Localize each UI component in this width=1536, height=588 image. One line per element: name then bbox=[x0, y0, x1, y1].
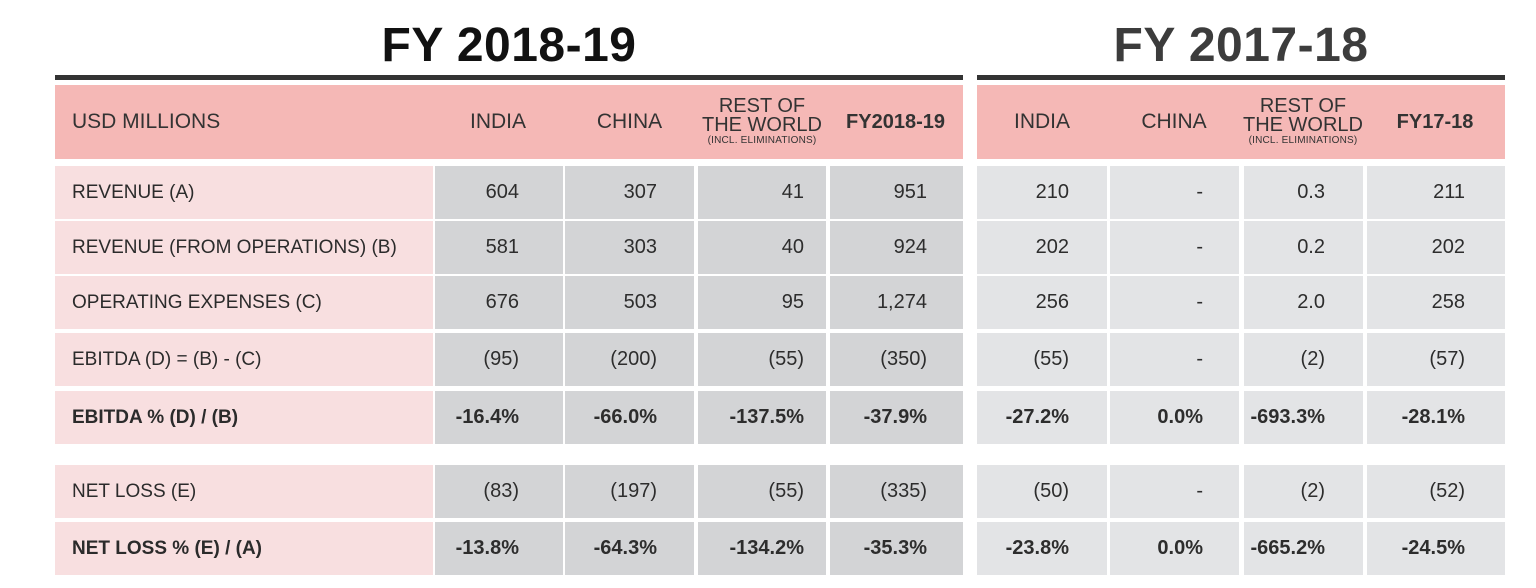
fy2017-18-rule bbox=[977, 75, 1505, 80]
fy17-18-value-cell: - bbox=[1110, 465, 1239, 518]
header-rest-of-world-18-19: REST OF THE WORLD (INCL. ELIMINATIONS) bbox=[696, 85, 828, 159]
row-label: REVENUE (A) bbox=[55, 166, 433, 219]
fy17-18-value-cell: 2.0 bbox=[1244, 276, 1363, 329]
fy18-19-value-cell: (55) bbox=[698, 333, 826, 386]
fy2018-19-rule bbox=[55, 75, 963, 80]
fy18-19-value-cell: 503 bbox=[565, 276, 694, 329]
fy17-18-value-cell: -28.1% bbox=[1367, 391, 1505, 444]
fy17-18-value-cell: 0.0% bbox=[1110, 391, 1239, 444]
fy18-19-value-cell: 924 bbox=[830, 221, 963, 274]
fy17-18-value-cell: -665.2% bbox=[1244, 522, 1363, 575]
header-row-line1: REST OF bbox=[718, 95, 806, 117]
fy17-18-value-cell: 202 bbox=[1367, 221, 1505, 274]
fy17-18-value-cell: 0.2 bbox=[1244, 221, 1363, 274]
fy17-18-value-cell: 210 bbox=[977, 166, 1107, 219]
row-label: NET LOSS (E) bbox=[55, 465, 433, 518]
fy18-19-value-cell: 951 bbox=[830, 166, 963, 219]
row-label: REVENUE (FROM OPERATIONS) (B) bbox=[55, 221, 433, 274]
header-rest-of-world-17-18: REST OF THE WORLD (INCL. ELIMINATIONS) bbox=[1241, 85, 1365, 159]
fy17-18-value-cell: 0.0% bbox=[1110, 522, 1239, 575]
fy17-18-value-cell: 0.3 bbox=[1244, 166, 1363, 219]
row-label: NET LOSS % (E) / (A) bbox=[55, 522, 433, 575]
header-total-18-19: FY2018-19 bbox=[828, 85, 963, 159]
fy18-19-value-cell: (95) bbox=[435, 333, 563, 386]
header-row-line2: THE WORLD bbox=[702, 114, 822, 136]
fy18-19-value-cell: -13.8% bbox=[435, 522, 563, 575]
fy17-18-value-cell: (52) bbox=[1367, 465, 1505, 518]
fy18-19-value-cell: (197) bbox=[565, 465, 694, 518]
fy18-19-value-cell: -64.3% bbox=[565, 522, 694, 575]
fy18-19-value-cell: 1,274 bbox=[830, 276, 963, 329]
fy18-19-value-cell: 604 bbox=[435, 166, 563, 219]
fy17-18-value-cell: -27.2% bbox=[977, 391, 1107, 444]
fy17-18-value-cell: (2) bbox=[1244, 465, 1363, 518]
fy17-18-value-cell: - bbox=[1110, 221, 1239, 274]
fy17-18-value-cell: - bbox=[1110, 276, 1239, 329]
fy18-19-value-cell: 40 bbox=[698, 221, 826, 274]
fy17-18-value-cell: 256 bbox=[977, 276, 1107, 329]
header-total-17-18: FY17-18 bbox=[1365, 85, 1505, 159]
fy2017-18-title: FY 2017-18 bbox=[1113, 19, 1369, 72]
fy17-18-value-cell: (2) bbox=[1244, 333, 1363, 386]
fy17-18-value-cell: -23.8% bbox=[977, 522, 1107, 575]
fy18-19-value-cell: (335) bbox=[830, 465, 963, 518]
fy18-19-value-cell: -137.5% bbox=[698, 391, 826, 444]
header-india-18-19: INDIA bbox=[433, 85, 563, 159]
fy18-19-value-cell: (83) bbox=[435, 465, 563, 518]
fy17-18-value-cell: (55) bbox=[977, 333, 1107, 386]
fy17-18-value-cell: 211 bbox=[1367, 166, 1505, 219]
fy17-18-value-cell: -24.5% bbox=[1367, 522, 1505, 575]
fy18-19-value-cell: -134.2% bbox=[698, 522, 826, 575]
fy2018-19-title: FY 2018-19 bbox=[381, 19, 637, 72]
fy17-18-value-cell: -693.3% bbox=[1244, 391, 1363, 444]
fy18-19-value-cell: 581 bbox=[435, 221, 563, 274]
fy18-19-value-cell: -35.3% bbox=[830, 522, 963, 575]
header-usd-millions: USD MILLIONS bbox=[55, 85, 433, 159]
fy18-19-value-cell: 95 bbox=[698, 276, 826, 329]
fy18-19-value-cell: -16.4% bbox=[435, 391, 563, 444]
row-label: EBITDA (D) = (B) - (C) bbox=[55, 333, 433, 386]
fy18-19-value-cell: 41 bbox=[698, 166, 826, 219]
header-row-line2: THE WORLD bbox=[1243, 114, 1363, 136]
fy18-19-value-cell: 676 bbox=[435, 276, 563, 329]
fy17-18-value-cell: - bbox=[1110, 166, 1239, 219]
fy17-18-value-cell: (50) bbox=[977, 465, 1107, 518]
fy18-19-value-cell: (350) bbox=[830, 333, 963, 386]
fy18-19-value-cell: (55) bbox=[698, 465, 826, 518]
header-china-17-18: CHINA bbox=[1107, 85, 1241, 159]
fy18-19-value-cell: (200) bbox=[565, 333, 694, 386]
header-row-line1: REST OF bbox=[1259, 95, 1347, 117]
fy18-19-value-cell: 303 bbox=[565, 221, 694, 274]
fy17-18-value-cell: - bbox=[1110, 333, 1239, 386]
fy17-18-value-cell: 202 bbox=[977, 221, 1107, 274]
fy18-19-value-cell: 307 bbox=[565, 166, 694, 219]
fy18-19-value-cell: -37.9% bbox=[830, 391, 963, 444]
header-row-note: (INCL. ELIMINATIONS) bbox=[707, 135, 817, 146]
header-india-17-18: INDIA bbox=[977, 85, 1107, 159]
row-label: EBITDA % (D) / (B) bbox=[55, 391, 433, 444]
fy18-19-value-cell: -66.0% bbox=[565, 391, 694, 444]
row-label: OPERATING EXPENSES (C) bbox=[55, 276, 433, 329]
header-row-note: (INCL. ELIMINATIONS) bbox=[1248, 135, 1358, 146]
header-china-18-19: CHINA bbox=[563, 85, 696, 159]
fy17-18-value-cell: (57) bbox=[1367, 333, 1505, 386]
fy17-18-value-cell: 258 bbox=[1367, 276, 1505, 329]
